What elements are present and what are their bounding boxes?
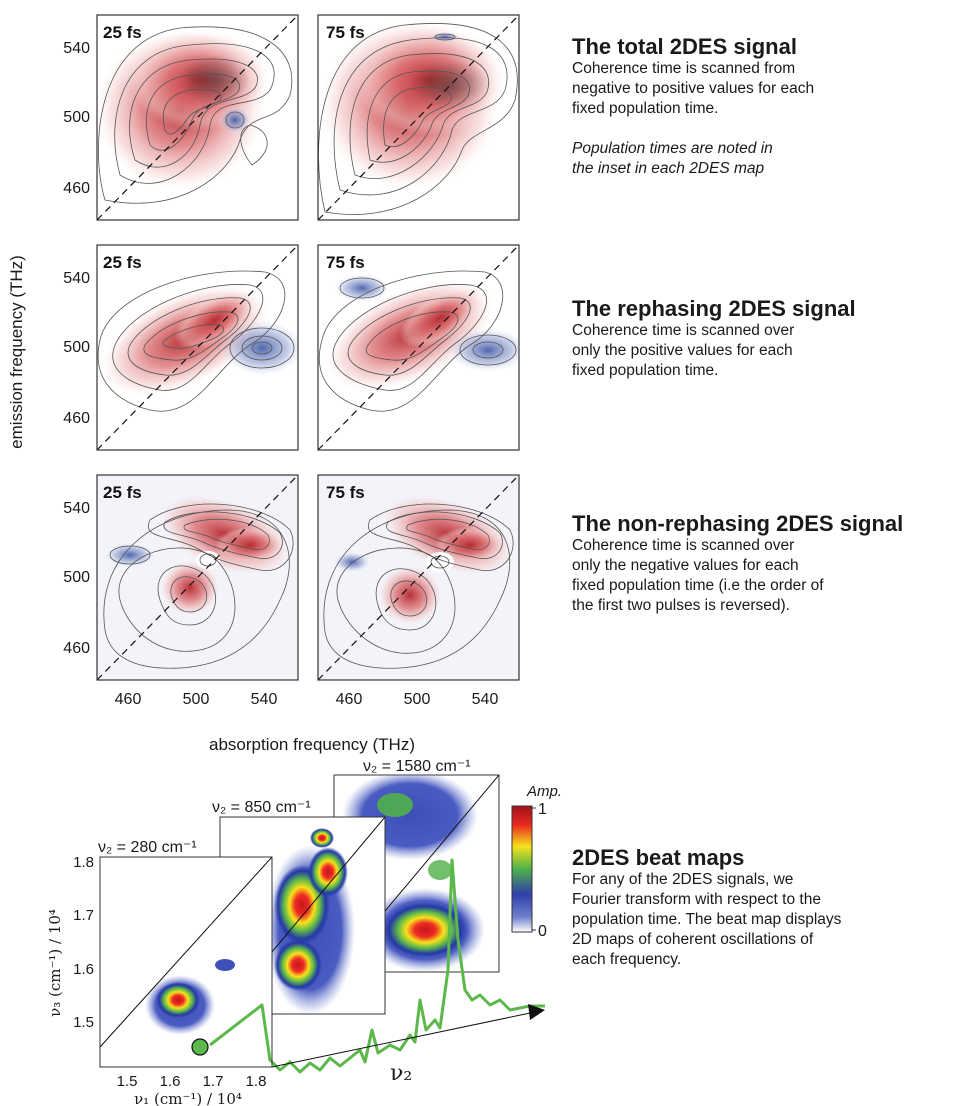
desc-line: Coherence time is scanned over	[572, 322, 795, 339]
panel-time-label: 75 fs	[326, 23, 365, 42]
desc-line: each frequency.	[572, 951, 682, 968]
beat-map-280	[99, 856, 273, 1068]
desc-line: Coherence time is scanned from	[572, 60, 796, 77]
desc-note: the inset in each 2DES map	[572, 160, 765, 177]
panel-total-75fs	[318, 15, 519, 220]
desc-note: Population times are noted in	[572, 140, 773, 157]
x-tick-label: 500	[183, 691, 210, 708]
panel-time-label: 25 fs	[103, 253, 142, 272]
x-tick-label: 460	[115, 691, 142, 708]
beat-y-axis-label: ν₃ (cm⁻¹) / 10⁴	[46, 909, 64, 1017]
panel-time-label: 25 fs	[103, 23, 142, 42]
x-tick-label: 540	[472, 691, 499, 708]
y-tick-label: 540	[63, 270, 90, 287]
x-tick-label: 500	[404, 691, 431, 708]
beat-trace	[209, 858, 545, 1074]
desc-nonrephasing: The non-rephasing 2DES signal Coherence …	[572, 512, 977, 616]
panel-rephasing-75fs	[318, 245, 519, 450]
beat-x-axis-label: ν₁ (cm⁻¹) / 10⁴	[134, 1090, 242, 1106]
desc-line: only the positive values for each	[572, 342, 793, 359]
panel-time-label: 75 fs	[326, 483, 365, 502]
desc-beat: 2DES beat maps For any of the 2DES signa…	[572, 846, 972, 970]
x-tick-label: 540	[251, 691, 278, 708]
desc-line: the first two pulses is reversed).	[572, 597, 790, 614]
y-tick-label: 460	[63, 180, 90, 197]
beat-map-label: ν₂ = 850 cm⁻¹	[212, 799, 311, 816]
beat-map-label: ν₂ = 1580 cm⁻¹	[363, 758, 471, 775]
panel-rephasing-25fs	[97, 245, 298, 450]
nu2-axis-label: ν₂	[390, 1061, 412, 1086]
desc-line: Coherence time is scanned over	[572, 537, 795, 554]
y-tick-label: 540	[63, 500, 90, 517]
desc-line: fixed population time.	[572, 362, 719, 379]
desc-total-title: The total 2DES signal	[572, 34, 797, 59]
y-tick-label: 540	[63, 40, 90, 57]
colorbar-max: 1	[538, 801, 547, 818]
desc-nonrephasing-title: The non-rephasing 2DES signal	[572, 511, 904, 536]
y-tick-label: 460	[63, 410, 90, 427]
x-axis-label: absorption frequency (THz)	[209, 735, 415, 754]
desc-line: fixed population time (i.e the order of	[572, 577, 824, 594]
y-axis-label: emission frequency (THz)	[7, 255, 26, 449]
panel-time-label: 75 fs	[326, 253, 365, 272]
panel-time-label: 25 fs	[103, 483, 142, 502]
beat-x-tick: 1.7	[203, 1073, 224, 1090]
beat-y-tick: 1.6	[73, 961, 94, 978]
desc-total: The total 2DES signal Coherence time is …	[572, 35, 972, 179]
desc-rephasing: The rephasing 2DES signal Coherence time…	[572, 297, 972, 381]
beat-y-tick: 1.8	[73, 854, 94, 871]
desc-line: population time. The beat map displays	[572, 911, 842, 928]
beat-y-tick: 1.7	[73, 907, 94, 924]
y-tick-label: 500	[63, 339, 90, 356]
desc-line: For any of the 2DES signals, we	[572, 871, 794, 888]
desc-line: only the negative values for each	[572, 557, 799, 574]
beat-x-tick: 1.6	[160, 1073, 181, 1090]
beat-y-tick: 1.5	[73, 1014, 94, 1031]
desc-line: Fourier transform with respect to the	[572, 891, 821, 908]
colorbar	[511, 805, 536, 933]
panel-nonrephasing-25fs	[97, 475, 298, 680]
desc-line: 2D maps of coherent oscillations of	[572, 931, 814, 948]
x-tick-label: 460	[336, 691, 363, 708]
y-tick-label: 460	[63, 640, 90, 657]
desc-line: negative to positive values for each	[572, 80, 815, 97]
colorbar-title: Amp.	[526, 783, 562, 800]
desc-beat-title: 2DES beat maps	[572, 845, 745, 870]
y-tick-label: 500	[63, 569, 90, 586]
beat-x-tick: 1.8	[246, 1073, 267, 1090]
beat-x-tick: 1.5	[117, 1073, 138, 1090]
y-tick-label: 500	[63, 109, 90, 126]
colorbar-min: 0	[538, 923, 547, 940]
desc-line: fixed population time.	[572, 100, 719, 117]
panel-total-25fs	[97, 15, 298, 220]
panel-nonrephasing-75fs	[318, 475, 519, 680]
beat-map-label: ν₂ = 280 cm⁻¹	[98, 839, 197, 856]
desc-rephasing-title: The rephasing 2DES signal	[572, 296, 856, 321]
